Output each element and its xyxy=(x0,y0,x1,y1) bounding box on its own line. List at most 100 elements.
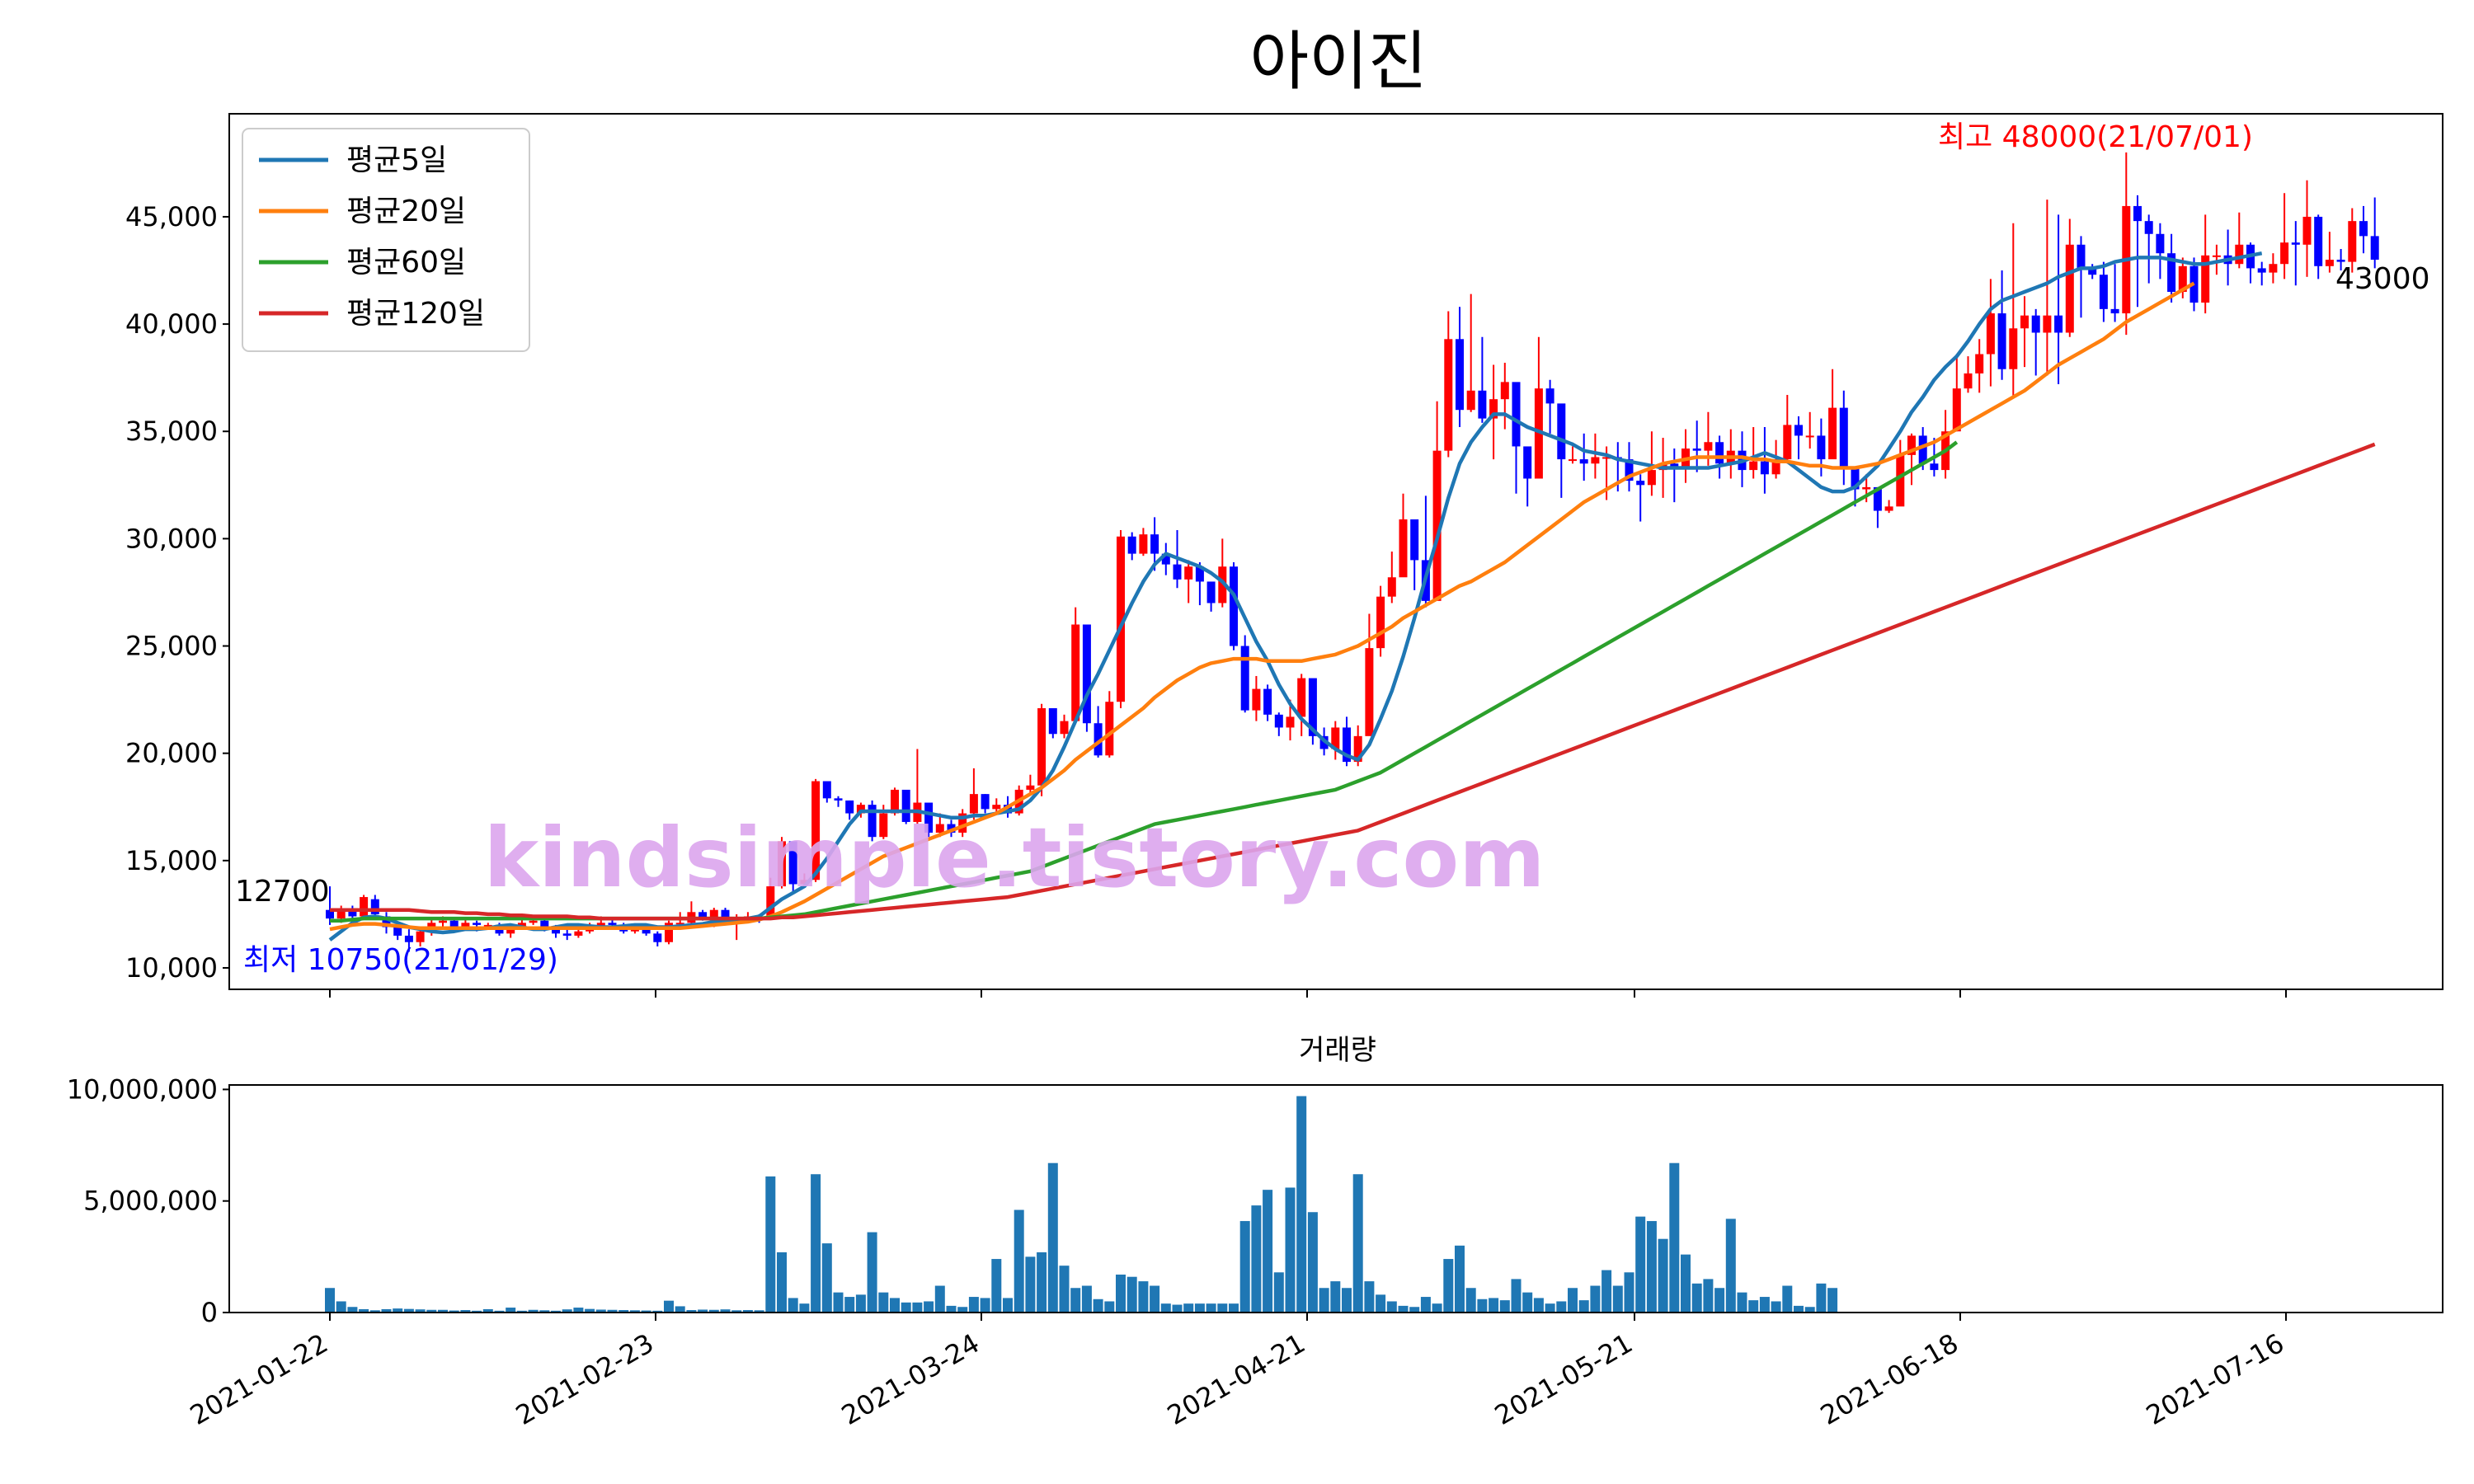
candle-body xyxy=(1704,442,1713,451)
volume-bar xyxy=(1376,1294,1386,1313)
volume-bar xyxy=(1511,1279,1522,1313)
x-tick-label: 2021-05-21 xyxy=(1489,1327,1638,1431)
volume-bar xyxy=(675,1306,685,1313)
candle-body xyxy=(552,927,560,934)
volume-bar xyxy=(1691,1283,1702,1313)
candle-body xyxy=(1105,702,1114,756)
candle-body xyxy=(992,805,1001,810)
volume-bar xyxy=(754,1310,764,1313)
candle-body xyxy=(845,800,854,814)
volume-bar xyxy=(1602,1270,1612,1313)
volume-bar xyxy=(731,1310,742,1313)
candle-body xyxy=(1715,442,1724,464)
candle-body xyxy=(506,927,515,934)
candle-body xyxy=(393,927,402,936)
candle-body xyxy=(1387,577,1396,597)
candle-body xyxy=(574,931,583,936)
y-tick-label: 15,000 xyxy=(125,845,218,876)
candle-body xyxy=(1365,648,1374,736)
volume-bar xyxy=(1352,1174,1363,1313)
volume-bar xyxy=(855,1294,866,1313)
volume-bar xyxy=(1646,1221,1657,1313)
first-close-label: 12700 xyxy=(235,875,330,909)
volume-bar xyxy=(438,1309,448,1313)
candle-body xyxy=(326,909,334,919)
price-axes-frame xyxy=(228,113,2443,990)
volume-bar xyxy=(629,1310,640,1313)
candle-body xyxy=(1851,467,1860,490)
candle-body xyxy=(1399,519,1408,578)
volume-bar xyxy=(867,1232,877,1313)
volume-bar xyxy=(1556,1301,1567,1313)
candle-body xyxy=(778,841,786,887)
ma-line-평균20일 xyxy=(329,281,2195,932)
x-tick-label: 2021-03-24 xyxy=(836,1327,985,1431)
candle-body xyxy=(1545,388,1554,404)
volume-bar xyxy=(742,1310,753,1313)
candle-body xyxy=(1048,708,1057,735)
x-tick-label: 2021-01-22 xyxy=(185,1327,333,1431)
volume-bar xyxy=(1455,1245,1465,1313)
candle-body xyxy=(1523,446,1532,479)
volume-bar xyxy=(720,1309,731,1313)
y-tick-label: 40,000 xyxy=(125,308,218,340)
volume-bar xyxy=(708,1309,719,1313)
candle-body xyxy=(1252,688,1261,711)
volume-bar xyxy=(1047,1162,1058,1313)
volume-bar xyxy=(1183,1303,1194,1313)
volume-bar xyxy=(765,1176,776,1313)
volume-bar xyxy=(1725,1219,1736,1313)
candle-body xyxy=(529,920,538,923)
candle-body xyxy=(2269,264,2278,273)
volume-bar xyxy=(472,1310,482,1313)
volume-bar xyxy=(1319,1288,1329,1313)
volume-bar xyxy=(799,1303,810,1313)
candle-body xyxy=(2088,268,2097,275)
candle-body xyxy=(1749,461,1758,471)
candle-body xyxy=(856,805,865,814)
volume-bar xyxy=(1003,1298,1013,1313)
volume-bar xyxy=(1194,1303,1205,1313)
volume-bar xyxy=(1386,1301,1397,1313)
volume-bar xyxy=(1804,1307,1815,1313)
volume-bar xyxy=(788,1298,798,1313)
candle-body xyxy=(1082,624,1091,724)
candle-body xyxy=(958,813,967,833)
candle-body xyxy=(2235,244,2244,265)
candle-body xyxy=(901,789,910,822)
candle-body xyxy=(2009,328,2018,369)
volume-bar xyxy=(595,1309,606,1313)
volume-bar xyxy=(1681,1254,1691,1313)
volume-bar xyxy=(1545,1303,1555,1313)
candle-body xyxy=(1297,678,1306,717)
volume-bar xyxy=(1477,1298,1488,1313)
candle-body xyxy=(788,841,797,885)
candle-body xyxy=(2325,260,2334,266)
candle-body xyxy=(2302,216,2312,245)
volume-y-tick-label: 0 xyxy=(201,1297,218,1328)
volume-bar xyxy=(1285,1187,1296,1313)
volume-bar xyxy=(1014,1209,1024,1313)
candle-body xyxy=(1805,435,1814,438)
candle-body xyxy=(2020,315,2029,329)
volume-bar xyxy=(1206,1303,1216,1313)
candle-body xyxy=(1060,721,1069,735)
volume-bar xyxy=(516,1310,527,1313)
candle-body xyxy=(1636,481,1645,486)
candle-body xyxy=(2257,268,2266,273)
volume-bar xyxy=(652,1310,663,1313)
ma-line-평균5일 xyxy=(328,251,2263,942)
candle-body xyxy=(1218,566,1227,603)
volume-bar xyxy=(1714,1288,1725,1313)
candle-body xyxy=(360,897,369,917)
volume-bar xyxy=(381,1308,392,1313)
volume-bar xyxy=(369,1310,380,1313)
candle-body xyxy=(1331,727,1340,749)
volume-bar xyxy=(1794,1305,1804,1313)
candle-body xyxy=(473,923,482,925)
candle-body xyxy=(1873,486,1882,511)
candle-body xyxy=(1410,519,1419,561)
volume-bar xyxy=(1533,1298,1544,1313)
candle-body xyxy=(1308,678,1317,736)
candle-body xyxy=(642,927,651,934)
